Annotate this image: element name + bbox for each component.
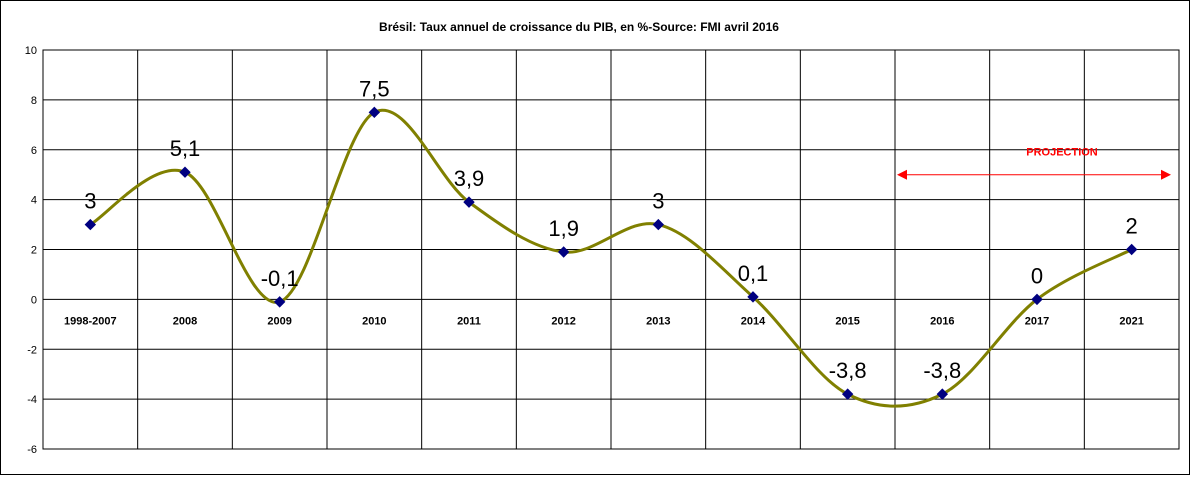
y-tick-label: 0 bbox=[31, 294, 37, 306]
projection-arrow-right-head bbox=[1161, 169, 1171, 180]
data-point-marker bbox=[652, 218, 665, 231]
data-label: -0,1 bbox=[261, 266, 299, 291]
data-label: 3,9 bbox=[454, 166, 485, 191]
chart-title: Brésil: Taux annuel de croissance du PIB… bbox=[379, 20, 779, 34]
x-axis-ticks: 1998-2007 2008 2009 2010 2011 2012 2013 2014 201… bbox=[64, 315, 1144, 327]
projection-label: PROJECTION bbox=[1026, 147, 1098, 159]
x-tick-label: 2016 bbox=[930, 315, 954, 327]
y-tick-label: -2 bbox=[27, 344, 37, 356]
x-tick-label: 2017 bbox=[1025, 315, 1049, 327]
data-label: 0,1 bbox=[738, 261, 769, 286]
series-markers bbox=[84, 106, 1138, 400]
data-point-marker bbox=[1031, 293, 1043, 306]
data-label: 2 bbox=[1126, 214, 1138, 239]
data-label: 1,9 bbox=[548, 216, 579, 241]
x-tick-label: 2009 bbox=[267, 315, 291, 327]
data-point-marker bbox=[273, 296, 286, 308]
data-point-marker bbox=[368, 106, 381, 119]
x-tick-label: 2008 bbox=[173, 315, 197, 327]
projection-arrow-left-head bbox=[897, 169, 907, 180]
data-point-marker bbox=[557, 246, 570, 258]
y-tick-label: 4 bbox=[31, 195, 37, 207]
data-label: 0 bbox=[1031, 263, 1043, 288]
x-tick-label: 2014 bbox=[741, 315, 766, 327]
data-point-marker bbox=[841, 388, 854, 400]
x-tick-label: 2010 bbox=[362, 315, 386, 327]
x-tick-label: 2015 bbox=[835, 315, 859, 327]
data-point-marker bbox=[936, 388, 949, 400]
data-label: -3,8 bbox=[829, 358, 867, 383]
x-tick-label: 2013 bbox=[646, 315, 670, 327]
y-tick-label: 10 bbox=[25, 45, 37, 57]
y-tick-label: 8 bbox=[31, 95, 37, 107]
grid bbox=[42, 49, 1180, 450]
y-tick-label: 2 bbox=[31, 245, 37, 257]
projection-annotation: PROJECTION bbox=[897, 147, 1171, 180]
x-tick-label: 2012 bbox=[551, 315, 575, 327]
data-label: 3 bbox=[84, 189, 96, 214]
data-point-marker bbox=[1125, 243, 1138, 256]
y-tick-label: -4 bbox=[27, 394, 37, 406]
data-point-marker bbox=[463, 196, 475, 208]
data-point-marker bbox=[179, 166, 191, 178]
y-tick-label: -6 bbox=[27, 444, 37, 456]
x-tick-label: 1998-2007 bbox=[64, 315, 117, 327]
data-label: 7,5 bbox=[359, 76, 390, 101]
data-point-marker bbox=[747, 291, 759, 303]
data-label: 3 bbox=[652, 189, 664, 214]
y-axis-ticks: -6 -4 -2 0 2 4 6 8 10 bbox=[25, 45, 37, 456]
data-label: -3,8 bbox=[923, 358, 961, 383]
data-labels: 3 5,1 -0,1 7,5 3,9 1,9 3 0,1 -3,8 -3,8 0 2 bbox=[84, 76, 1138, 383]
data-point-marker bbox=[84, 218, 97, 231]
x-tick-label: 2011 bbox=[457, 315, 481, 327]
y-tick-label: 6 bbox=[31, 145, 37, 157]
data-label: 5,1 bbox=[170, 136, 201, 161]
x-tick-label: 2021 bbox=[1119, 315, 1143, 327]
